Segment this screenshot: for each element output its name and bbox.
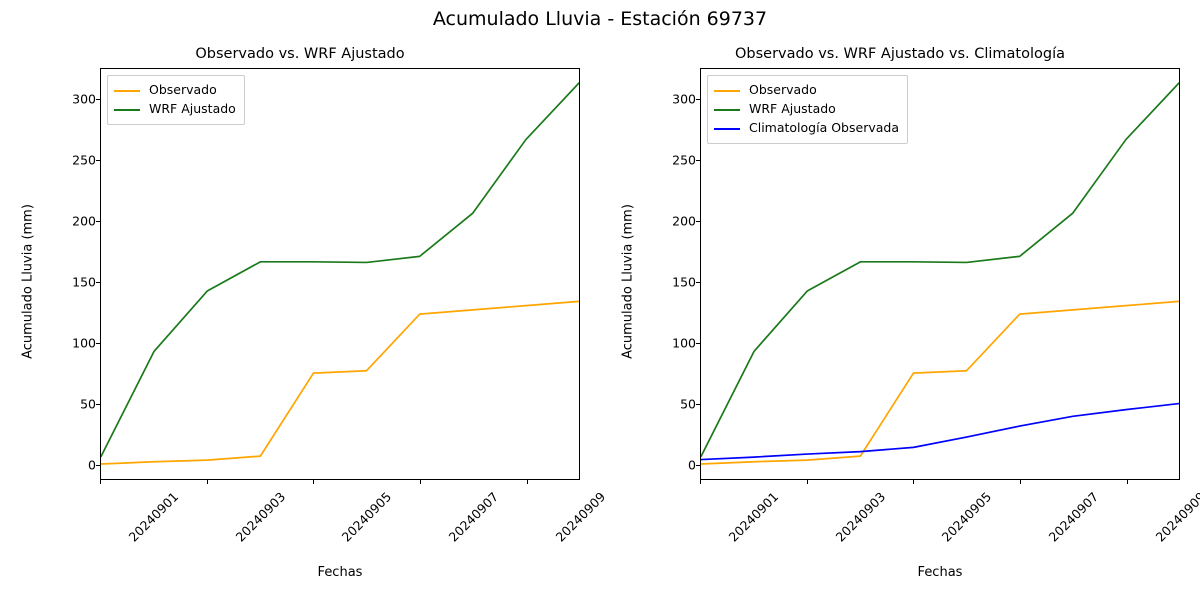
plot-lines-right [701, 82, 1179, 465]
y-tick-label: 0 [88, 457, 96, 473]
x-tick-mark [806, 480, 808, 484]
x-tick-mark [700, 480, 701, 484]
legend-swatch-icon [114, 89, 140, 92]
y-tick-mark [696, 404, 700, 406]
legend-right: Observado WRF Ajustado Climatología Observ… [707, 75, 908, 144]
x-tick-mark [313, 480, 315, 484]
x-tick-label: 20240901 [125, 489, 182, 545]
legend-label: Climatología Observada [749, 120, 899, 136]
x-tick-mark [100, 480, 101, 484]
legend-item[interactable]: Climatología Observada [714, 119, 899, 138]
legend-left: Observado WRF Ajustado [107, 75, 245, 125]
legend-swatch-icon [714, 127, 740, 130]
x-tick-mark [206, 480, 208, 484]
subplot-left-title: Observado vs. WRF Ajustado [195, 46, 405, 62]
legend-item[interactable]: WRF Ajustado [114, 100, 236, 119]
legend-label: WRF Ajustado [149, 101, 236, 117]
x-tick-mark [420, 480, 421, 484]
x-tick-label: 20240905 [338, 489, 395, 545]
y-tick-label: 100 [72, 335, 96, 351]
y-tick-mark [96, 220, 100, 222]
plot-area-left [100, 68, 580, 480]
legend-label: Observado [149, 82, 217, 98]
y-tick-label: 50 [680, 396, 696, 412]
legend-label: WRF Ajustado [749, 101, 836, 117]
y-tick-label: 150 [72, 274, 96, 290]
x-tick-label: 20240901 [725, 489, 782, 545]
y-tick-mark [96, 98, 100, 100]
x-tick-label: 20240905 [938, 489, 995, 545]
legend-swatch-icon [714, 89, 740, 92]
series-line-wrf-ajustado [101, 82, 579, 458]
y-tick-mark [96, 404, 100, 406]
legend-item[interactable]: Observado [114, 81, 236, 100]
series-line-observado [701, 300, 1179, 465]
y-tick-label: 250 [672, 152, 696, 168]
series-line-wrf-ajustado [701, 82, 1179, 458]
subplot-right-title: Observado vs. WRF Ajustado vs. Climatolo… [735, 46, 1065, 62]
y-tick-label: 0 [688, 457, 696, 473]
y-tick-mark [696, 465, 700, 467]
x-tick-label: 20240907 [1045, 489, 1102, 545]
x-tick-label: 20240903 [832, 489, 888, 545]
y-tick-label: 200 [672, 213, 696, 229]
y-tick-mark [696, 220, 700, 222]
x-tick-label: 20240907 [445, 489, 502, 545]
subplot-right: Observado vs. WRF Ajustado vs. Climatolo… [600, 0, 1200, 600]
x-axis-label-right: Fechas [917, 565, 963, 580]
subplot-left: Observado vs. WRF Ajustado Acumulado Llu… [21, 46, 608, 580]
y-tick-label: 50 [80, 396, 96, 412]
y-tick-label: 250 [72, 152, 96, 168]
y-tick-label: 100 [672, 335, 696, 351]
series-line-climatolog-a-observada [701, 402, 1179, 461]
x-tick-label: 20240903 [232, 489, 288, 545]
legend-item[interactable]: WRF Ajustado [714, 100, 899, 119]
series-line-observado [101, 300, 579, 465]
legend-label: Observado [749, 82, 817, 98]
plot-lines-left [101, 82, 579, 465]
y-tick-label: 150 [672, 274, 696, 290]
y-tick-mark [96, 343, 100, 345]
y-tick-mark [696, 159, 700, 161]
x-tick-mark [526, 480, 528, 484]
x-tick-label: 20240909 [1152, 489, 1200, 545]
y-tick-mark [696, 98, 700, 100]
figure-title: Acumulado Lluvia - Estación 69737 [432, 8, 768, 30]
legend-swatch-icon [714, 108, 740, 111]
y-tick-label: 200 [72, 213, 96, 229]
y-tick-mark [96, 465, 100, 467]
x-tick-mark [913, 480, 915, 484]
y-tick-mark [96, 159, 100, 161]
x-tick-mark [1126, 480, 1128, 484]
x-tick-mark [1020, 480, 1021, 484]
y-tick-mark [696, 281, 700, 283]
y-tick-label: 300 [72, 91, 96, 107]
legend-swatch-icon [114, 108, 140, 111]
y-tick-mark [96, 281, 100, 283]
legend-item[interactable]: Observado [714, 81, 899, 100]
y-tick-mark [696, 343, 700, 345]
x-axis-label-left: Fechas [317, 565, 363, 580]
y-tick-label: 300 [672, 91, 696, 107]
